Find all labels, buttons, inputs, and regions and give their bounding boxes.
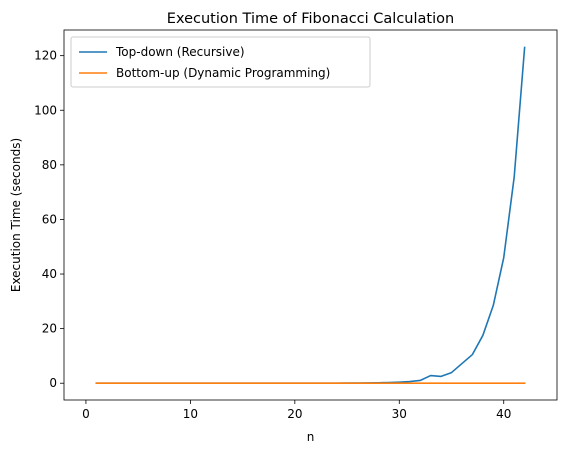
x-tick-label: 30 [392, 407, 407, 421]
series-layer [95, 46, 526, 385]
y-axis-ticks: 0 20 40 60 80 100 120 [34, 49, 64, 390]
x-axis-label: n [307, 430, 315, 444]
plot-area [63, 29, 558, 401]
y-tick-label: 80 [42, 158, 57, 172]
y-tick-label: 40 [42, 267, 57, 281]
x-axis-ticks: 0 10 20 30 40 [82, 400, 511, 421]
y-tick-label: 0 [49, 376, 57, 390]
legend: Top-down (Recursive) Bottom-up (Dynamic P… [70, 36, 371, 88]
legend-box [70, 36, 371, 88]
x-tick-label: 40 [496, 407, 511, 421]
x-tick-label: 0 [82, 407, 90, 421]
series-line-1 [95, 46, 526, 385]
y-tick-label: 100 [34, 103, 57, 117]
chart-title: Execution Time of Fibonacci Calculation [167, 11, 454, 27]
plot-frame [63, 29, 558, 401]
legend-items: Top-down (Recursive) Bottom-up (Dynamic P… [79, 45, 330, 80]
y-axis-label: Execution Time (seconds) [9, 138, 23, 292]
x-tick-label: 20 [287, 407, 302, 421]
y-tick-label: 20 [42, 322, 57, 336]
legend-label: Top-down (Recursive) [115, 45, 245, 59]
y-tick-label: 120 [34, 49, 57, 63]
legend-label: Bottom-up (Dynamic Programming) [116, 66, 330, 80]
y-tick-label: 60 [42, 212, 57, 226]
x-tick-label: 10 [183, 407, 198, 421]
